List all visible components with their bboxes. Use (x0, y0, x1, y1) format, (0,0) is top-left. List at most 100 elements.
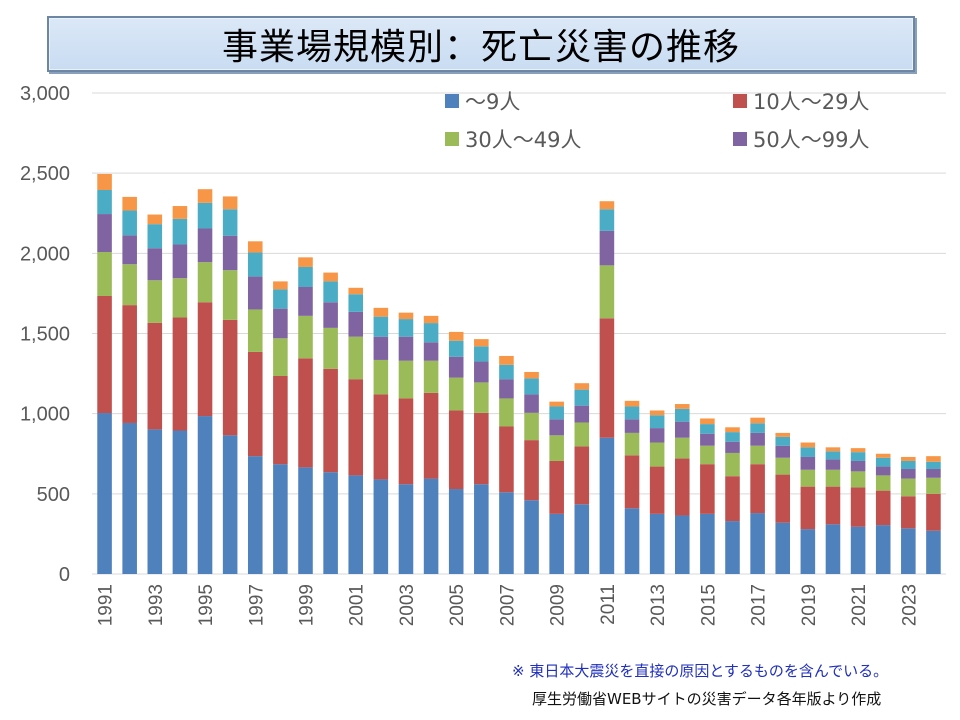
bar-segment (323, 281, 338, 303)
bar-segment (750, 464, 765, 514)
bar-segment (875, 457, 891, 467)
gridlines (92, 92, 946, 575)
bar-segment (323, 472, 338, 574)
bar-stack-1997 (247, 241, 263, 574)
bar-stack-1995 (197, 189, 213, 574)
bar-segment (398, 484, 414, 574)
bar-segment (273, 464, 288, 574)
legend-swatch (733, 132, 747, 146)
bar-segment (172, 278, 188, 318)
y-axis: 0 500 1,000 1,500 2,000 2,500 3,000 (20, 83, 70, 586)
bar-segment (524, 378, 539, 395)
bar-segment (825, 459, 841, 470)
bar-segment (850, 487, 866, 527)
bar-segment (624, 406, 640, 420)
bar-segment (423, 342, 439, 361)
bar-segment (901, 478, 916, 497)
bar-segment (398, 336, 414, 361)
bar-segment (624, 432, 640, 456)
x-tick-label: 1997 (246, 584, 267, 626)
bar-segment (97, 252, 112, 296)
bar-segment (273, 289, 288, 309)
bar-segment (122, 264, 137, 306)
bar-segment (298, 467, 313, 574)
bar-segment (373, 359, 389, 395)
legend-label: 30人～49人 (465, 128, 581, 152)
bar-segment (474, 382, 489, 413)
bar-segment (750, 445, 765, 465)
bar-segment (147, 248, 163, 281)
legend-swatch (733, 94, 747, 108)
footnote-earthquake: ※ 東日本大震災を直接の原因とするものを含んでいる。 (512, 662, 889, 680)
bar-segment (926, 493, 941, 531)
bar-segment (850, 460, 866, 472)
bar-segment (926, 461, 941, 469)
bar-segment (172, 244, 188, 279)
bar-segment (850, 471, 866, 488)
bar-segment (273, 375, 288, 465)
bar-segment (474, 484, 489, 574)
bar-segment (800, 529, 816, 574)
bar-segment (348, 294, 364, 312)
bar-segment (800, 456, 816, 470)
x-tick-label: 2017 (749, 584, 770, 626)
bar-segment (649, 428, 665, 443)
bar-segment (674, 458, 690, 516)
bar-segment (197, 202, 213, 229)
legend-label: ～9人 (465, 90, 520, 114)
bar-segment (674, 437, 690, 459)
bar-segment (247, 252, 263, 277)
bar-segment (700, 418, 715, 425)
bar-segment (273, 338, 288, 376)
bar-segment (97, 295, 112, 414)
bar-stack-2013 (649, 410, 665, 574)
bar-segment (624, 419, 640, 433)
x-tick-label: 2015 (698, 584, 719, 626)
bar-segment (700, 424, 715, 434)
bar-segment (122, 235, 137, 265)
bar-segment (850, 448, 866, 453)
bar-segment (700, 433, 715, 446)
bar-stack-2000 (323, 272, 338, 574)
bar-segment (373, 394, 389, 480)
bar-segment (298, 287, 313, 316)
bar-segment (775, 436, 791, 446)
bar-segment (725, 521, 740, 574)
bar-segment (775, 457, 791, 475)
bar-segment (474, 412, 489, 485)
bar-segment (524, 371, 539, 379)
bar-segment (825, 486, 841, 525)
bar-stack-2011 (599, 201, 615, 574)
bar-segment (247, 351, 263, 457)
bar-segment (624, 508, 640, 574)
bar-segment (725, 432, 740, 442)
bar-segment (599, 209, 615, 231)
y-tick-label: 3,000 (20, 83, 70, 105)
bar-segment (725, 427, 740, 433)
bar-segment (398, 319, 414, 337)
bar-stack-2021 (850, 448, 866, 574)
legend-item: 10人～29人 (733, 90, 869, 114)
bar-stack-2002 (373, 307, 389, 574)
bar-segment (700, 464, 715, 514)
bar-segment (222, 270, 238, 320)
bar-segment (499, 398, 514, 427)
bar-segment (373, 336, 389, 360)
bar-segment (574, 383, 590, 390)
bar-segment (926, 530, 941, 574)
bar-segment (298, 358, 313, 468)
bar-stack-2003 (398, 312, 414, 574)
legend-label: 10人～29人 (753, 90, 869, 114)
bar-segment (775, 432, 791, 437)
bar-segment (499, 426, 514, 493)
bar-stack-2019 (800, 442, 816, 574)
bars (97, 173, 941, 574)
bar-stack-1991 (97, 173, 112, 574)
bar-segment (649, 442, 665, 467)
bar-segment (448, 377, 464, 411)
bar-segment (750, 423, 765, 433)
bar-segment (448, 356, 464, 378)
bar-segment (549, 435, 564, 461)
bar-segment (172, 430, 188, 574)
